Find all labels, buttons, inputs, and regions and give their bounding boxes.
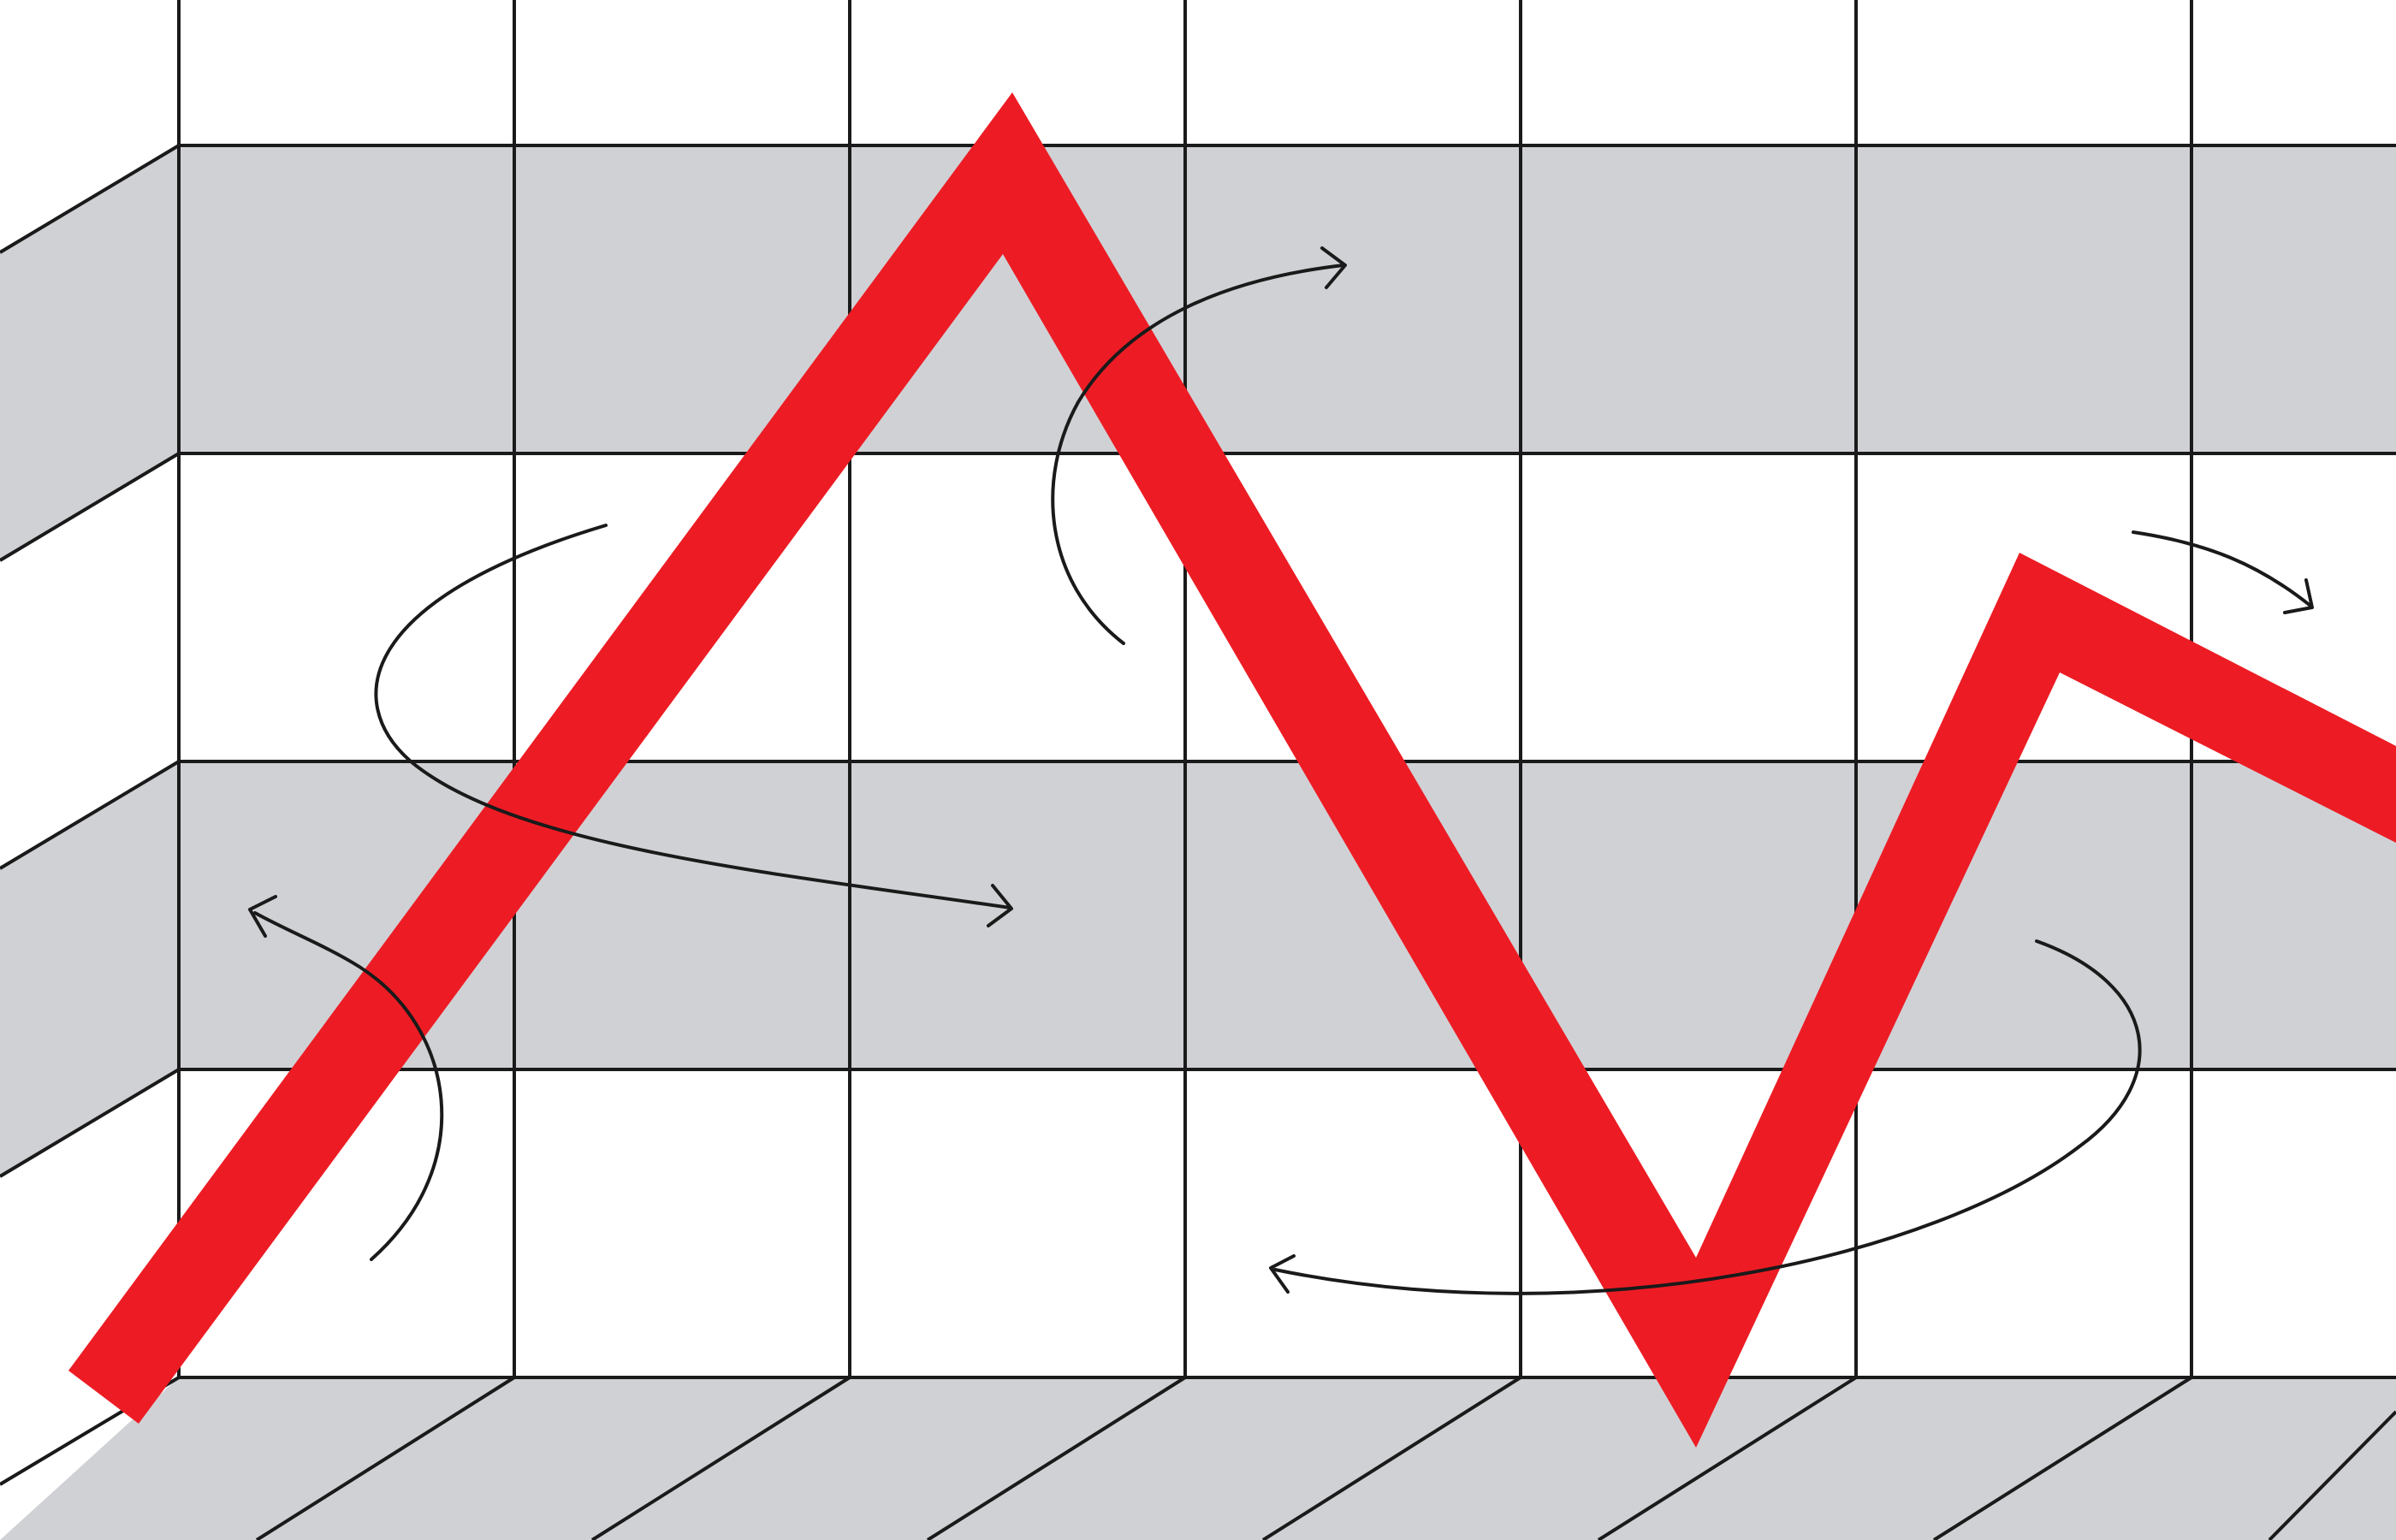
curved-arrow-icon (248, 895, 444, 1261)
arrows (248, 246, 2314, 1295)
floor-line (1597, 1376, 1858, 1540)
side-band-upper (0, 145, 179, 560)
side-wall-line (0, 144, 181, 254)
floor-line (1932, 1376, 2193, 1540)
side-wall-line (0, 1068, 181, 1178)
band-upper (179, 145, 2396, 453)
curved-arrow-icon (374, 524, 1013, 927)
side-wall-line (0, 760, 181, 870)
floor-line (590, 1376, 851, 1540)
side-wall-bands (0, 145, 179, 1176)
curved-arrow-icon (2132, 530, 2314, 614)
floor-line (255, 1376, 516, 1540)
curved-arrow-icon (1269, 939, 2142, 1295)
floor-line (2268, 1410, 2396, 1540)
floor (0, 1377, 2396, 1540)
curved-arrow-icon (1051, 246, 1347, 645)
side-wall-line (0, 452, 181, 562)
trend-line (68, 92, 2396, 1448)
side-band-lower (0, 761, 179, 1176)
floor-line (1261, 1376, 1522, 1540)
floor-line (926, 1376, 1187, 1540)
